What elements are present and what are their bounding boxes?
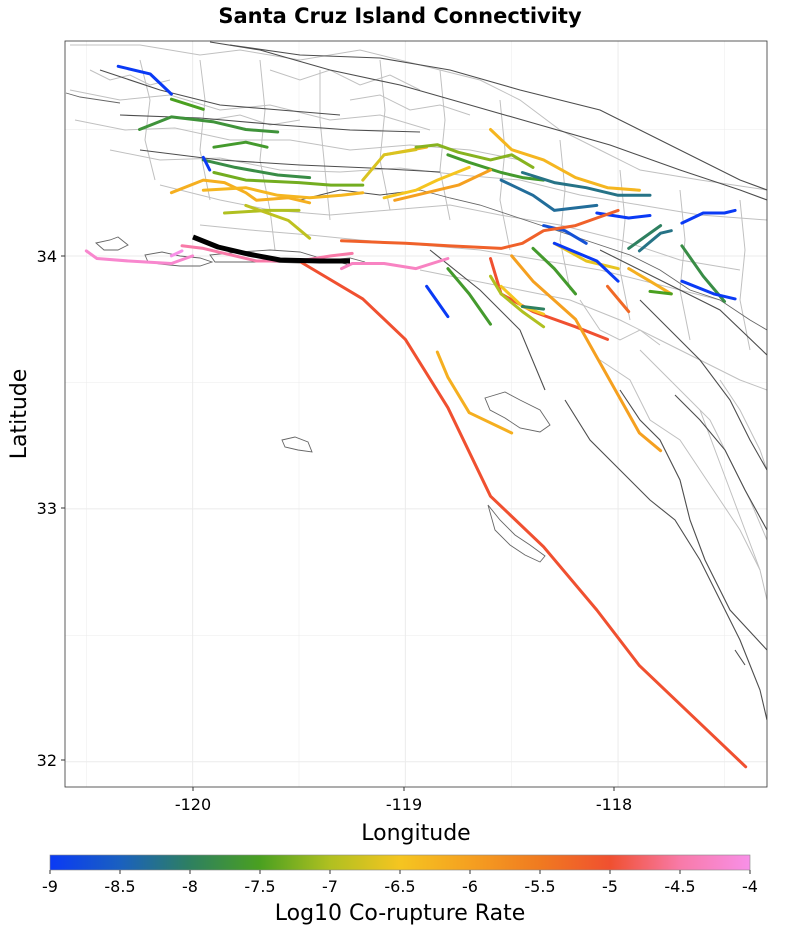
fault-segment bbox=[414, 143, 535, 169]
colorbar: -9 -8.5 -8 -7.5 -7 -6.5 -6 -5.5 -5 -4.5 -4 Log10 C… bbox=[42, 854, 758, 926]
colorbar-tick-label: -5 bbox=[602, 877, 618, 896]
fault-segment bbox=[552, 241, 620, 283]
fault-segment bbox=[680, 244, 726, 303]
fault-segment bbox=[201, 158, 312, 180]
fault-segment bbox=[340, 257, 450, 271]
fault-segment bbox=[382, 165, 471, 200]
colorbar-tick-label: -8.5 bbox=[104, 877, 135, 896]
fault-segment bbox=[627, 267, 673, 296]
fault-segment bbox=[84, 249, 195, 265]
fault-segment bbox=[393, 168, 492, 202]
fault-segment bbox=[169, 97, 205, 111]
fault-segment bbox=[648, 289, 673, 296]
fault-segment bbox=[542, 224, 588, 245]
fault-segment bbox=[138, 115, 280, 134]
fault-segment bbox=[223, 208, 301, 215]
san-clemente-island bbox=[487, 504, 546, 563]
fault-segment bbox=[212, 140, 269, 149]
fault-segment bbox=[169, 178, 312, 205]
colorbar-tick-label: -7.5 bbox=[244, 877, 275, 896]
fault-segment bbox=[680, 279, 737, 301]
fault-segment bbox=[627, 224, 663, 250]
fault-segment bbox=[520, 171, 652, 197]
fault-segment bbox=[244, 203, 312, 240]
fault-segment bbox=[169, 249, 184, 258]
panel-border bbox=[64, 40, 768, 788]
corupture-faults bbox=[84, 64, 748, 769]
colorbar-tick-label: -4.5 bbox=[664, 877, 695, 896]
fault-segment bbox=[201, 186, 365, 200]
target-fault-santa-cruz-island bbox=[192, 234, 350, 264]
fault-segment bbox=[446, 153, 546, 182]
fault-segment bbox=[116, 64, 173, 96]
grid-lines bbox=[65, 41, 767, 787]
x-axis: -120 -119 -118 Longitude bbox=[175, 787, 632, 846]
fault-segment bbox=[489, 274, 546, 329]
y-axis-title: Latitude bbox=[7, 369, 32, 460]
fault-segment bbox=[446, 267, 492, 326]
fault-segment bbox=[499, 178, 599, 212]
y-tick-label: 33 bbox=[37, 499, 57, 518]
y-tick-label: 34 bbox=[37, 247, 57, 266]
fault-segment bbox=[425, 284, 450, 319]
colorbar-tick-label: -6 bbox=[462, 877, 478, 896]
fault-segment bbox=[531, 246, 577, 296]
colorbar-tick-label: -8 bbox=[182, 877, 198, 896]
fault-segment bbox=[201, 155, 212, 172]
plot-panel bbox=[65, 41, 767, 787]
fault-segment bbox=[340, 208, 620, 250]
fault-segment bbox=[510, 254, 663, 453]
fault-segment bbox=[297, 259, 748, 769]
x-tick-label: -119 bbox=[386, 795, 422, 814]
x-tick-label: -118 bbox=[596, 795, 632, 814]
fault-segment bbox=[680, 208, 737, 225]
y-tick-label: 32 bbox=[37, 751, 57, 770]
colorbar-ticks: -9 -8.5 -8 -7.5 -7 -6.5 -6 -5.5 -5 -4.5 -4 bbox=[42, 870, 758, 896]
fault-segment bbox=[520, 305, 546, 311]
fault-segment bbox=[361, 148, 418, 182]
chart-title: Santa Cruz Island Connectivity bbox=[218, 4, 582, 28]
colorbar-tick-label: -5.5 bbox=[524, 877, 555, 896]
fault-segment bbox=[212, 171, 365, 187]
fault-segment bbox=[180, 244, 354, 263]
san-miguel-island bbox=[95, 236, 129, 251]
fault-segment bbox=[637, 229, 673, 253]
colorbar-tick-label: -7 bbox=[322, 877, 338, 896]
colorbar-tick-label: -9 bbox=[42, 877, 58, 896]
x-axis-title: Longitude bbox=[361, 821, 470, 846]
colorbar-tick-label: -4 bbox=[742, 877, 758, 896]
colorbar-title: Log10 Co-rupture Rate bbox=[275, 901, 526, 926]
fault-segment bbox=[435, 350, 514, 435]
colorbar-gradient bbox=[49, 854, 751, 871]
colorbar-tick-label: -6.5 bbox=[384, 877, 415, 896]
fault-segment bbox=[489, 128, 641, 192]
santa-catalina-island bbox=[484, 391, 551, 433]
fault-segment bbox=[606, 284, 631, 314]
y-axis: 34 33 32 Latitude bbox=[7, 247, 65, 770]
x-tick-label: -120 bbox=[175, 795, 211, 814]
san-nicolas-island bbox=[281, 436, 313, 453]
